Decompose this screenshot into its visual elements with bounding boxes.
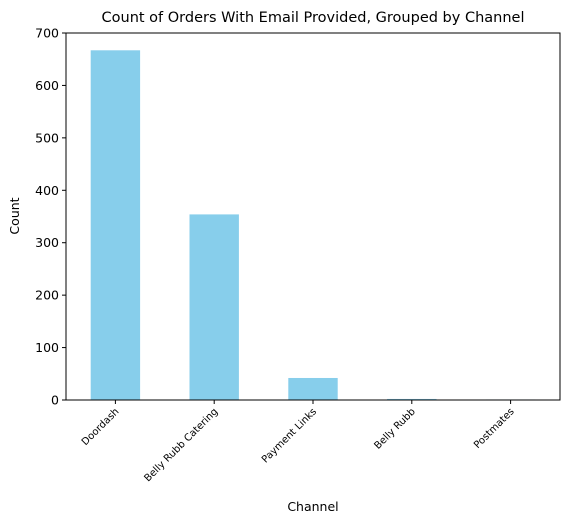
bars-group [90,50,536,401]
x-axis-label: Channel [287,499,338,514]
y-tick-label: 100 [35,340,59,355]
x-axis: Doordash Belly Rubb Catering Payment Links… [80,400,517,484]
y-tick-label: 600 [35,78,59,93]
y-tick-label: 200 [35,288,59,303]
bar-belly-rubb-catering [189,214,239,400]
y-tick-label: 400 [35,183,59,198]
x-tick-label: Doordash [80,406,122,448]
bar-payment-links [288,377,338,400]
x-tick-label: Belly Rubb Catering [142,406,220,484]
y-axis-label: Count [7,197,22,234]
y-tick-label: 300 [35,235,59,250]
x-tick-label: Payment Links [260,406,319,465]
x-tick-label: Postmates [472,406,517,451]
x-tick-label: Belly Rubb [373,406,418,451]
plot-frame [65,32,561,401]
bar-belly-rubb [387,398,437,400]
y-tick-label: 700 [35,26,59,41]
y-axis: 0 100 200 300 400 500 600 700 [35,26,66,408]
bar-doordash [90,50,141,401]
chart-title: Count of Orders With Email Provided, Gro… [102,10,525,26]
y-tick-label: 500 [35,130,59,145]
y-tick-label: 0 [51,393,59,408]
